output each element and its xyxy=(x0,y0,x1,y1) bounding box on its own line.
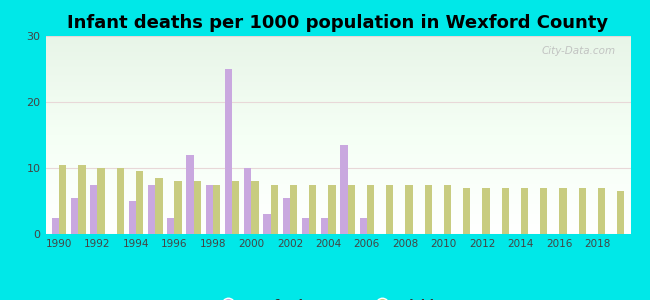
Bar xyxy=(386,184,393,234)
Bar xyxy=(321,218,328,234)
Bar xyxy=(155,178,162,234)
Bar xyxy=(290,184,297,234)
Bar xyxy=(463,188,471,234)
Bar xyxy=(194,181,201,234)
Bar xyxy=(71,198,78,234)
Bar xyxy=(129,201,136,234)
Bar xyxy=(341,145,348,234)
Bar xyxy=(302,218,309,234)
Bar xyxy=(148,184,155,234)
Bar xyxy=(482,188,489,234)
Bar xyxy=(98,168,105,234)
Bar xyxy=(205,184,213,234)
Bar xyxy=(521,188,528,234)
Bar xyxy=(367,184,374,234)
Bar xyxy=(328,184,335,234)
Bar xyxy=(232,181,239,234)
Bar xyxy=(348,184,355,234)
Bar xyxy=(617,191,625,234)
Bar xyxy=(406,184,413,234)
Bar xyxy=(540,188,547,234)
Bar xyxy=(424,184,432,234)
Bar xyxy=(263,214,270,234)
Bar xyxy=(167,218,174,234)
Bar xyxy=(283,198,290,234)
Bar xyxy=(444,184,451,234)
Bar xyxy=(578,188,586,234)
Bar xyxy=(174,181,182,234)
Text: City-Data.com: City-Data.com xyxy=(541,46,616,56)
Bar xyxy=(252,181,259,234)
Bar xyxy=(559,188,567,234)
Bar xyxy=(51,218,59,234)
Bar xyxy=(309,184,317,234)
Bar xyxy=(225,69,232,234)
Title: Infant deaths per 1000 population in Wexford County: Infant deaths per 1000 population in Wex… xyxy=(68,14,608,32)
Bar xyxy=(502,188,509,234)
Bar xyxy=(90,184,98,234)
Bar xyxy=(598,188,605,234)
Bar xyxy=(213,184,220,234)
Bar xyxy=(359,218,367,234)
Bar xyxy=(117,168,124,234)
Bar xyxy=(78,165,86,234)
Legend: Wexford County, Michigan: Wexford County, Michigan xyxy=(210,294,466,300)
Bar xyxy=(187,155,194,234)
Bar xyxy=(244,168,252,234)
Bar xyxy=(136,171,143,234)
Bar xyxy=(59,165,66,234)
Bar xyxy=(270,184,278,234)
